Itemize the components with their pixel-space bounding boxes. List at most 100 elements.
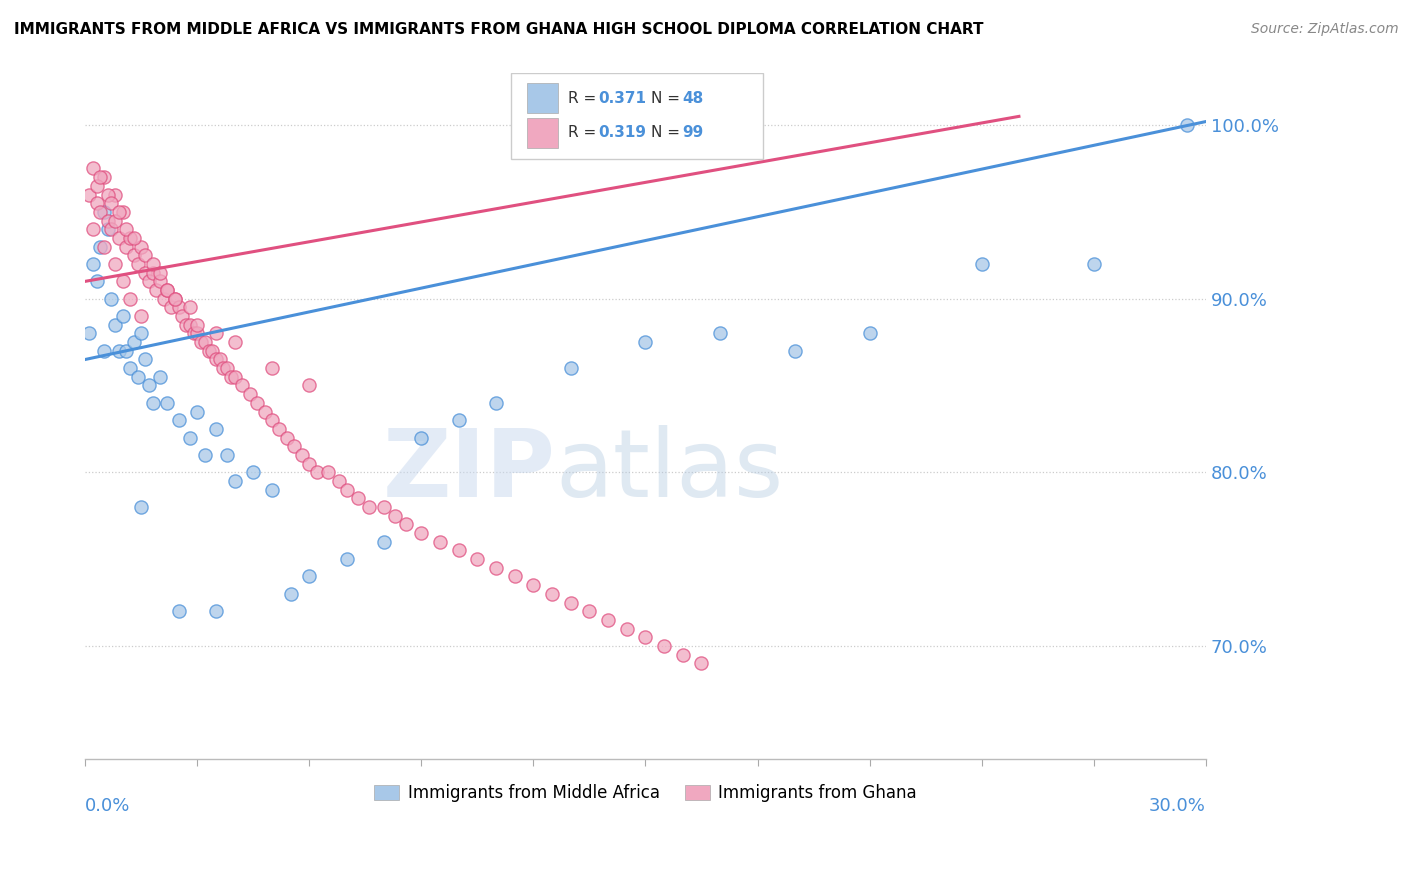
Point <box>186 318 208 332</box>
Point <box>167 301 190 315</box>
Point <box>104 318 127 332</box>
Point <box>156 396 179 410</box>
Text: 0.0%: 0.0% <box>86 797 131 814</box>
Point <box>269 422 291 436</box>
Point <box>86 178 108 193</box>
Text: 99: 99 <box>682 125 703 140</box>
Text: R =: R = <box>568 91 602 106</box>
Point <box>260 413 283 427</box>
Point <box>115 343 138 358</box>
Point <box>93 170 115 185</box>
Point <box>280 587 302 601</box>
Point <box>149 274 172 288</box>
Point <box>336 483 359 497</box>
Point <box>616 622 638 636</box>
Point <box>179 318 201 332</box>
Point <box>100 196 122 211</box>
Point <box>127 369 149 384</box>
Point <box>131 500 153 514</box>
Point <box>373 534 395 549</box>
Point <box>104 187 127 202</box>
Point <box>145 283 167 297</box>
Point <box>179 431 201 445</box>
FancyBboxPatch shape <box>510 73 763 159</box>
Point <box>231 378 253 392</box>
Point <box>652 639 675 653</box>
Point <box>120 361 142 376</box>
Point <box>291 448 314 462</box>
Point <box>93 205 115 219</box>
Point <box>283 439 305 453</box>
Point <box>858 326 880 341</box>
Point <box>89 170 111 185</box>
Legend: Immigrants from Middle Africa, Immigrants from Ghana: Immigrants from Middle Africa, Immigrant… <box>367 778 924 809</box>
Point <box>260 361 283 376</box>
Point <box>160 301 183 315</box>
Point <box>205 604 228 618</box>
Point <box>149 266 172 280</box>
Point <box>246 396 269 410</box>
Point <box>276 431 298 445</box>
Point <box>100 222 122 236</box>
Point <box>783 343 806 358</box>
Point <box>560 361 582 376</box>
Point <box>541 587 564 601</box>
Point <box>134 248 156 262</box>
Point <box>395 517 418 532</box>
Point <box>447 543 470 558</box>
Point <box>163 292 186 306</box>
Point <box>239 387 262 401</box>
Point <box>709 326 731 341</box>
Point <box>298 569 321 583</box>
Point <box>131 326 153 341</box>
Point <box>260 483 283 497</box>
Text: R =: R = <box>568 125 602 140</box>
Point <box>97 213 120 227</box>
Point <box>156 283 179 297</box>
Point <box>120 231 142 245</box>
Point <box>156 283 179 297</box>
Point <box>186 404 208 418</box>
Point <box>122 248 145 262</box>
Point <box>336 552 359 566</box>
Point <box>186 326 208 341</box>
Point <box>86 196 108 211</box>
Point <box>205 326 228 341</box>
Point <box>97 222 120 236</box>
Point <box>108 205 131 219</box>
Point <box>217 361 239 376</box>
Point <box>194 448 217 462</box>
Point <box>634 630 657 644</box>
Point <box>305 465 328 479</box>
Point <box>503 569 526 583</box>
Point <box>1175 118 1198 132</box>
Point <box>134 352 156 367</box>
Point <box>82 222 104 236</box>
Point <box>77 187 100 202</box>
Point <box>122 335 145 350</box>
Point <box>224 474 246 488</box>
Point <box>77 326 100 341</box>
Point <box>183 326 205 341</box>
Text: atlas: atlas <box>555 425 785 516</box>
Point <box>190 335 212 350</box>
Point <box>115 222 138 236</box>
Point <box>138 378 160 392</box>
Text: N =: N = <box>651 91 685 106</box>
FancyBboxPatch shape <box>527 118 558 148</box>
Point <box>522 578 544 592</box>
Point <box>167 604 190 618</box>
Text: 0.319: 0.319 <box>599 125 647 140</box>
Point <box>149 369 172 384</box>
Point <box>141 257 163 271</box>
Point <box>447 413 470 427</box>
Point <box>467 552 489 566</box>
Point <box>373 500 395 514</box>
Point <box>134 266 156 280</box>
Point <box>359 500 381 514</box>
Point <box>167 413 190 427</box>
Point <box>205 422 228 436</box>
Point <box>205 352 228 367</box>
Point <box>1083 257 1105 271</box>
Point <box>197 343 219 358</box>
